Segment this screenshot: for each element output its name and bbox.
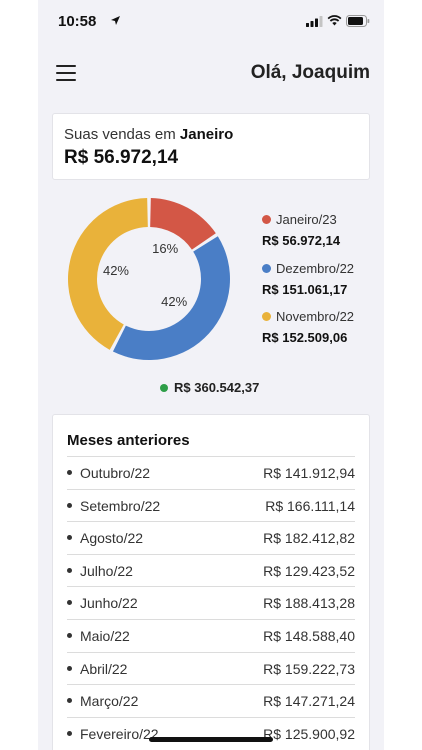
month-value: R$ 182.412,82 <box>263 530 355 547</box>
previous-months-title: Meses anteriores <box>67 432 190 449</box>
legend-item-dezembro: Dezembro/22 R$ 151.061,17 <box>262 261 354 297</box>
donut-slice-1 <box>112 236 230 360</box>
month-value: R$ 188.413,28 <box>263 595 355 612</box>
total-dot <box>160 383 168 392</box>
donut-percent-label-0: 16% <box>152 241 178 256</box>
sales-value: R$ 56.972,14 <box>64 147 179 168</box>
month-row[interactable]: Abril/22 R$ 159.222,73 <box>67 651 355 685</box>
legend-dot-novembro <box>262 312 271 322</box>
month-name: Abril/22 <box>80 660 128 677</box>
month-value: R$ 141.912,94 <box>263 465 355 481</box>
legend-dot-janeiro <box>262 215 271 225</box>
donut-slice-2 <box>67 198 148 350</box>
month-value: R$ 159.222,73 <box>263 660 355 677</box>
legend-dot-dezembro <box>262 264 271 274</box>
legend-item-janeiro: Janeiro/23 R$ 56.972,14 <box>262 212 340 248</box>
month-value: R$ 125.900,92 <box>263 725 355 742</box>
month-name: Agosto/22 <box>80 530 144 547</box>
legend-value-novembro: R$ 152.509,06 <box>262 330 348 345</box>
legend-label-janeiro: Janeiro/23 <box>276 212 337 227</box>
previous-months-card: Meses anteriores Outubro/22 R$ 141.912,94… <box>52 414 370 750</box>
legend-item-novembro: Novembro/22 R$ 152.509,06 <box>262 309 354 345</box>
month-value: R$ 129.423,52 <box>263 562 355 579</box>
month-name: Julho/22 <box>80 562 133 579</box>
legend-label-novembro: Novembro/22 <box>276 309 355 324</box>
hamburger-menu-icon[interactable] <box>56 65 76 81</box>
total-value: R$ 360.542,37 <box>174 380 260 395</box>
bullet-icon <box>67 535 72 541</box>
month-name: Fevereiro/22 <box>80 725 159 742</box>
month-name: Setembro/22 <box>80 497 161 514</box>
bullet-icon <box>67 730 72 736</box>
bullet-icon <box>67 470 72 475</box>
sales-donut-chart: 16% 42% 42% <box>67 198 230 360</box>
total-sales: R$ 360.542,37 <box>160 380 259 395</box>
bullet-icon <box>67 502 72 508</box>
status-time: 10:58 <box>58 13 97 30</box>
donut-slice-0 <box>150 198 216 250</box>
sales-label: Suas vendas em Janeiro <box>64 126 233 143</box>
wifi-icon <box>327 15 342 26</box>
legend-value-janeiro: R$ 56.972,14 <box>262 233 341 248</box>
month-name: Maio/22 <box>80 628 130 644</box>
month-name: Junho/22 <box>80 595 138 612</box>
sales-summary-card: Suas vendas em Janeiro R$ 56.972,14 <box>52 113 370 180</box>
month-row[interactable]: Agosto/22 R$ 182.412,82 <box>67 521 355 554</box>
signal-icon <box>306 16 323 27</box>
legend-label-dezembro: Dezembro/22 <box>276 261 355 276</box>
month-row[interactable]: Fevereiro/22 R$ 125.900,92 <box>67 716 355 750</box>
sales-label-prefix: Suas vendas em <box>64 126 176 143</box>
sales-month: Janeiro <box>179 126 234 143</box>
donut-percent-label-2: 42% <box>103 263 129 278</box>
month-value: R$ 166.111,14 <box>265 497 355 514</box>
bullet-icon <box>67 567 72 573</box>
month-value: R$ 147.271,24 <box>263 693 355 710</box>
month-row[interactable]: Março/22 R$ 147.271,24 <box>67 684 355 717</box>
month-row[interactable]: Maio/22 R$ 148.588,40 <box>67 619 355 652</box>
month-name: Março/22 <box>80 693 139 710</box>
month-row[interactable]: Julho/22 R$ 129.423,52 <box>67 553 355 587</box>
home-indicator <box>149 737 273 742</box>
month-row[interactable]: Junho/22 R$ 188.413,28 <box>67 586 355 619</box>
month-value: R$ 148.588,40 <box>263 628 355 644</box>
greeting-title: Olá, Joaquim <box>250 62 370 83</box>
month-row[interactable]: Outubro/22 R$ 141.912,94 <box>67 456 355 489</box>
bullet-icon <box>67 665 72 671</box>
bullet-icon <box>67 698 72 704</box>
battery-icon <box>346 15 370 27</box>
app-screen: 10:58 Olá, Joaquim Suas vendas em Janeir… <box>38 0 384 750</box>
bullet-icon <box>67 633 72 638</box>
location-icon <box>111 16 120 25</box>
donut-percent-label-1: 42% <box>161 294 187 309</box>
status-bar: 10:58 <box>38 0 384 44</box>
month-row[interactable]: Setembro/22 R$ 166.111,14 <box>67 488 355 522</box>
legend-value-dezembro: R$ 151.061,17 <box>262 282 348 297</box>
month-name: Outubro/22 <box>80 465 151 481</box>
bullet-icon <box>67 600 72 606</box>
